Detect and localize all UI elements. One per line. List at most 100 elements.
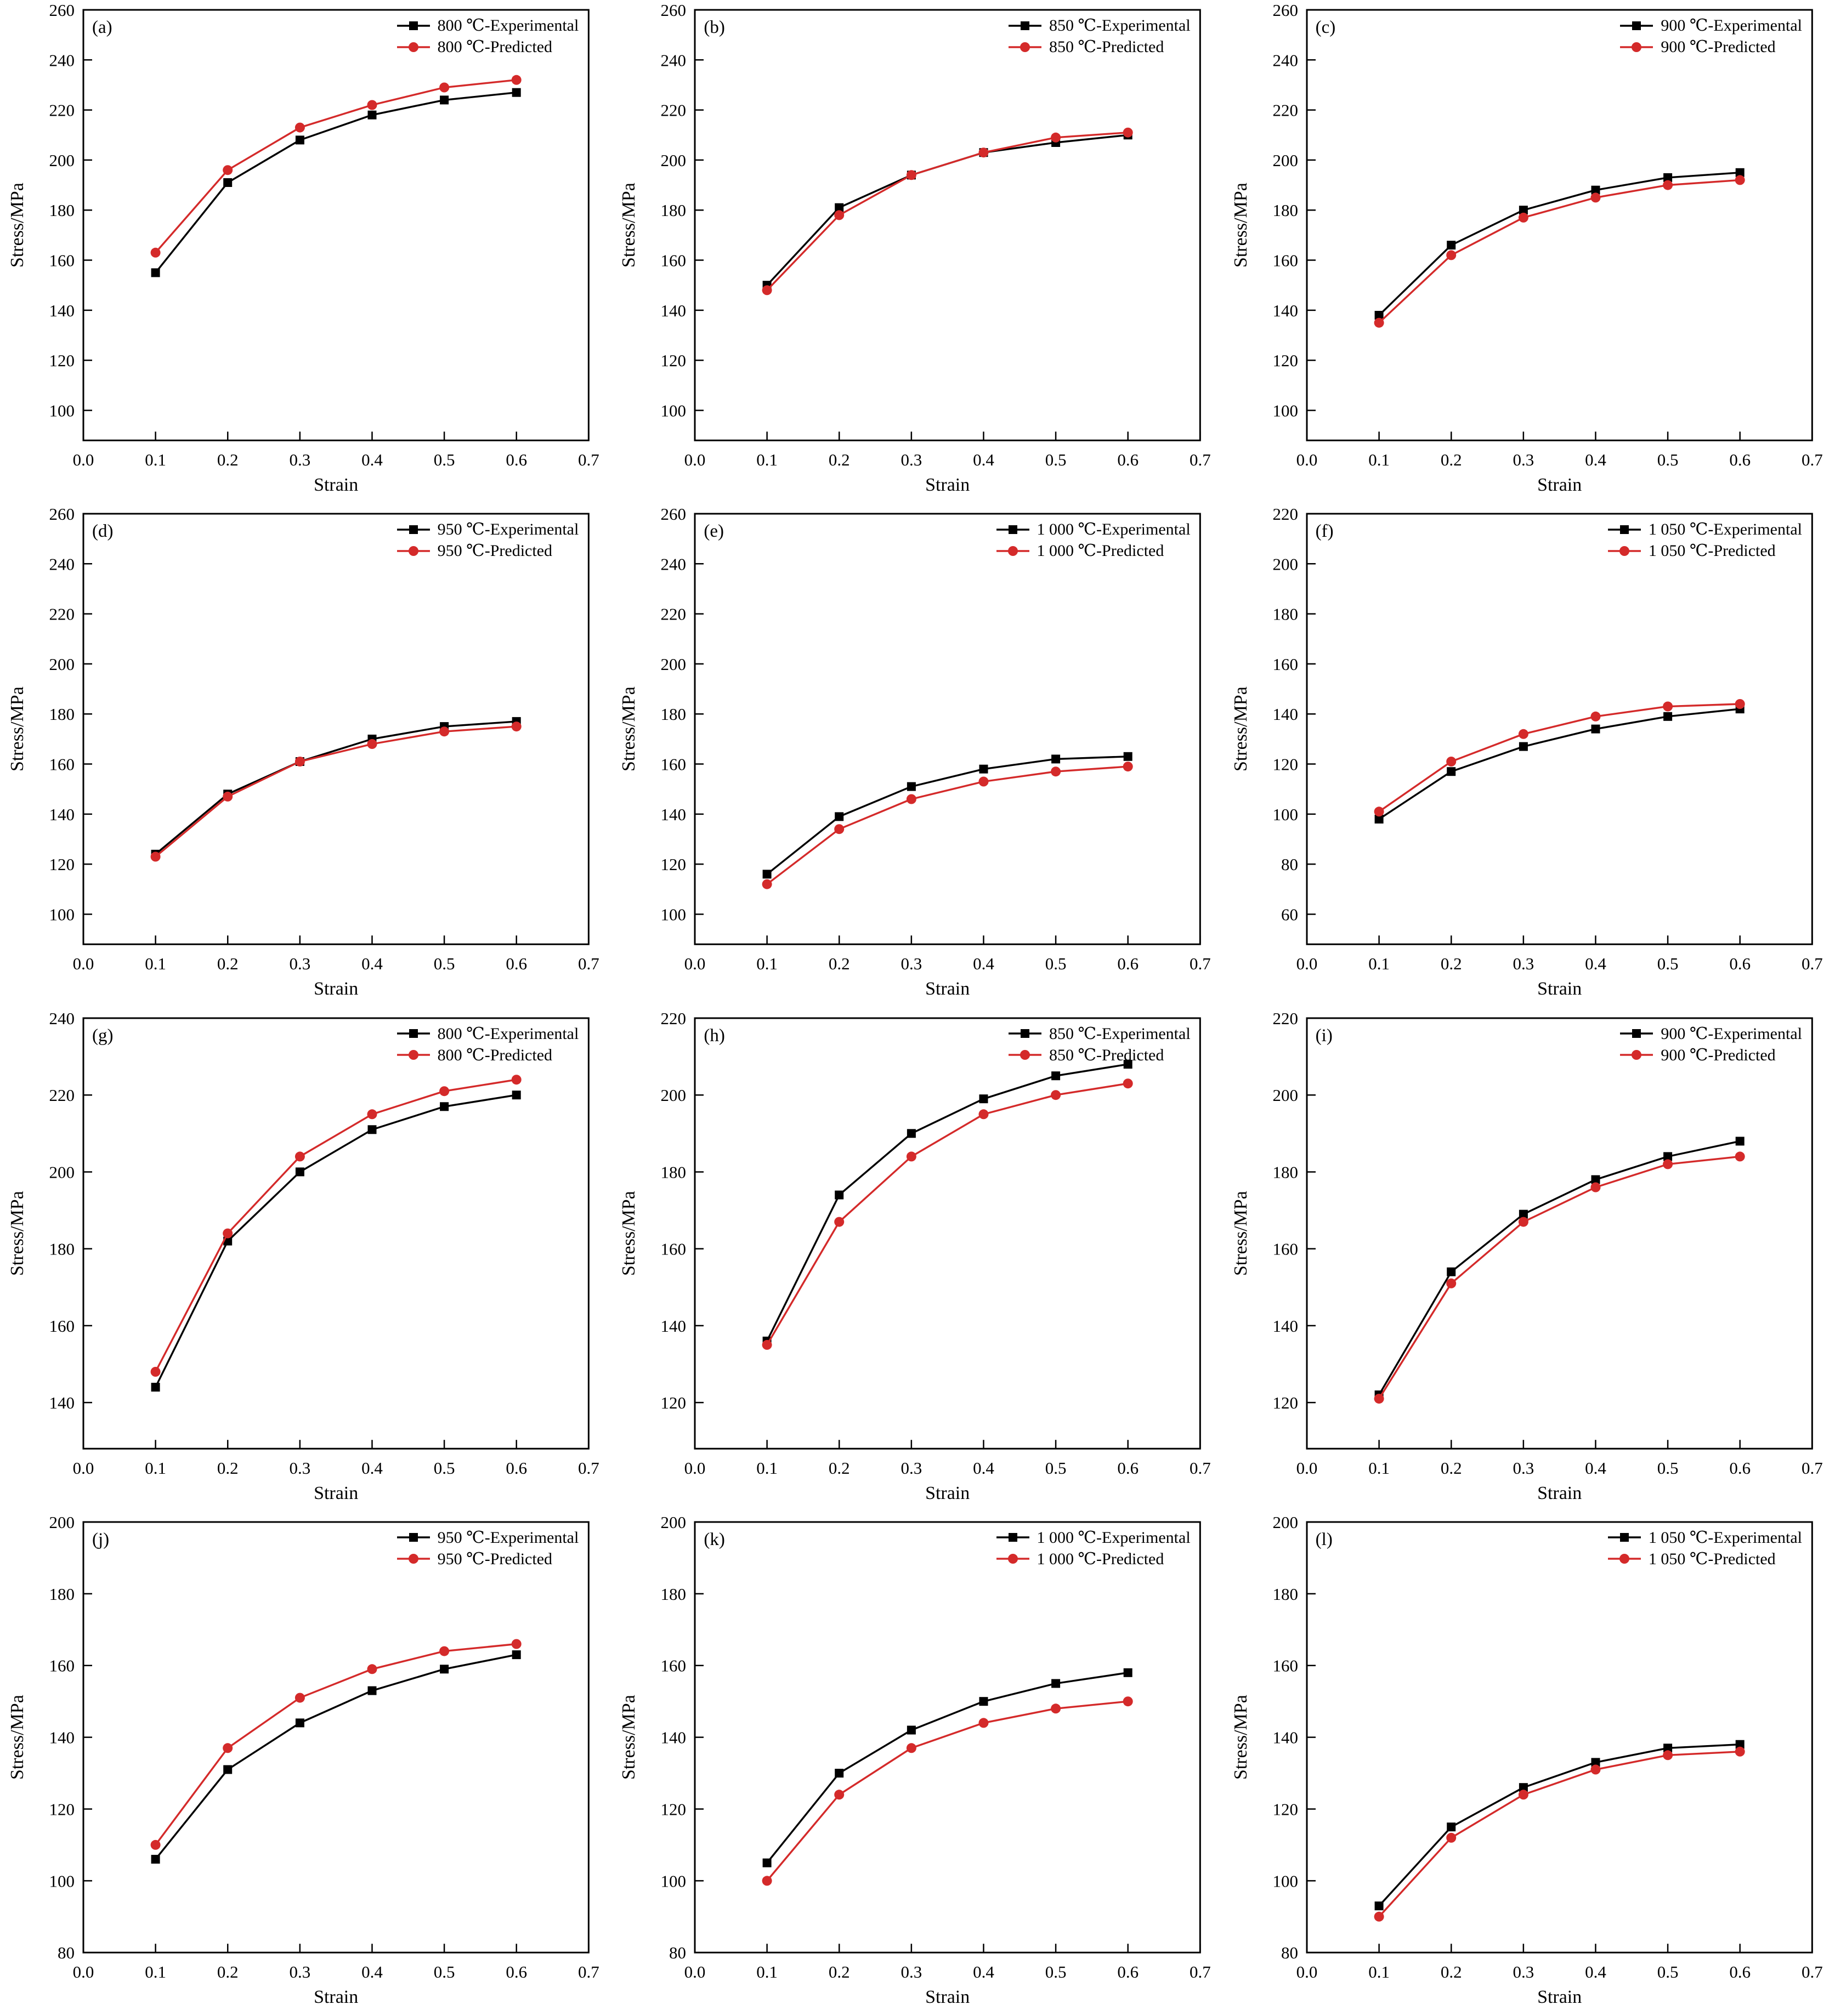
marker-square	[151, 268, 160, 277]
x-tick-label: 0.4	[361, 450, 383, 469]
plot-frame	[82, 1017, 590, 1450]
y-tick-label: 220	[661, 1009, 686, 1028]
x-tick-label: 0.1	[757, 1962, 778, 1981]
x-tick-label: 0.7	[1190, 1962, 1211, 1981]
legend-label: 900 ℃-Experimental	[1661, 1024, 1802, 1043]
x-axis-label: Strain	[925, 1987, 970, 2007]
marker-square	[1663, 712, 1672, 722]
legend-item: 950 ℃-Predicted	[396, 542, 552, 560]
legend-label: 900 ℃-Predicted	[1661, 38, 1776, 56]
marker-circle	[294, 757, 305, 767]
x-tick-label: 0.4	[361, 1458, 383, 1478]
legend-item: 850 ℃-Predicted	[1007, 1046, 1164, 1064]
y-tick-label: 180	[661, 1162, 686, 1182]
legend-label: 850 ℃-Experimental	[1049, 16, 1191, 35]
plot-frame	[82, 513, 590, 945]
x-tick-label: 0.4	[1585, 1458, 1606, 1478]
x-tick-label: 0.4	[1585, 450, 1606, 469]
legend-label: 1 050 ℃-Experimental	[1648, 1528, 1802, 1547]
marker-square	[367, 110, 377, 120]
x-tick-label: 0.7	[1802, 1962, 1823, 1981]
y-axis-label: Stress/MPa	[7, 1695, 27, 1780]
marker-circle	[1446, 1278, 1456, 1288]
y-tick-label: 160	[49, 1316, 75, 1335]
x-tick-label: 0.2	[1441, 954, 1462, 973]
x-tick-label: 0.7	[1802, 450, 1823, 469]
marker-circle	[978, 776, 989, 787]
legend: 950 ℃-Experimental 950 ℃-Predicted	[396, 1529, 579, 1568]
legend-item: 1 050 ℃-Experimental	[1607, 1529, 1802, 1547]
y-tick-label: 200	[661, 1513, 686, 1532]
x-tick-label: 0.0	[684, 450, 706, 469]
x-tick-label: 0.0	[73, 1458, 94, 1478]
y-tick-label: 100	[49, 905, 75, 924]
plot-frame	[1306, 9, 1813, 441]
y-axis-label: Stress/MPa	[1231, 686, 1251, 771]
marker-circle	[834, 1217, 845, 1227]
marker-square	[512, 1650, 521, 1659]
panel-label-h: (h)	[704, 1025, 725, 1046]
marker-circle	[762, 1339, 772, 1350]
series-line-circle	[1378, 1155, 1740, 1399]
legend-sample-circle-icon	[397, 1554, 430, 1564]
marker-circle	[367, 1109, 377, 1119]
x-tick-label: 0.6	[506, 450, 527, 469]
marker-circle	[1123, 762, 1134, 772]
x-tick-label: 0.0	[1296, 954, 1317, 973]
legend-sample-circle-icon	[1620, 1050, 1653, 1060]
y-tick-label: 120	[1272, 351, 1298, 370]
legend-item: 1 050 ℃-Predicted	[1607, 1550, 1776, 1568]
legend-item: 950 ℃-Predicted	[396, 1550, 552, 1568]
legend-sample-square-icon	[397, 1533, 430, 1542]
x-tick-label: 0.7	[1190, 1458, 1211, 1478]
y-tick-label: 120	[661, 1799, 686, 1819]
y-tick-label: 240	[1272, 50, 1298, 70]
marker-square	[1519, 1209, 1528, 1219]
panel-label-e: (e)	[704, 521, 724, 542]
x-tick-label: 0.2	[1441, 1458, 1462, 1478]
plot-frame	[1306, 513, 1813, 945]
y-tick-label: 80	[1281, 1943, 1298, 1962]
legend-sample-square-icon	[397, 525, 430, 534]
y-tick-label: 180	[49, 705, 75, 724]
y-tick-label: 200	[661, 151, 686, 170]
legend-item: 850 ℃-Predicted	[1007, 38, 1164, 56]
chart-canvas-b: 0.0 0.1 0.2 0.3 0.4 0.5 0.6 0.7 100 120 140 160 180 2…	[619, 1, 1211, 495]
panel-label-l: (l)	[1315, 1529, 1333, 1549]
legend-sample-square-icon	[1607, 525, 1641, 534]
x-tick-label: 0.2	[217, 1458, 239, 1478]
marker-circle	[1590, 712, 1601, 722]
series-line-circle	[1378, 703, 1740, 813]
chart-canvas-i: 0.0 0.1 0.2 0.3 0.4 0.5 0.6 0.7 120 140 160 180 200 2…	[1231, 1009, 1823, 1503]
marker-circle	[439, 726, 450, 737]
marker-circle	[511, 1074, 522, 1084]
x-tick-label: 0.0	[73, 1962, 94, 1981]
y-tick-label: 180	[49, 1585, 75, 1604]
y-tick-label: 180	[1272, 1585, 1298, 1604]
marker-circle	[907, 170, 917, 180]
x-tick-label: 0.3	[289, 450, 310, 469]
y-tick-label: 80	[58, 1943, 75, 1962]
series-line-square	[766, 1671, 1129, 1864]
marker-circle	[1051, 132, 1061, 143]
marker-circle	[762, 879, 772, 889]
plot-frame	[82, 9, 590, 441]
x-tick-label: 0.6	[1118, 1458, 1139, 1478]
chart-canvas-l: 0.0 0.1 0.2 0.3 0.4 0.5 0.6 0.7 80 100 120 140 160 18…	[1231, 1513, 1823, 2007]
marker-circle	[1662, 1750, 1673, 1761]
x-axis-label: Strain	[925, 979, 970, 999]
x-tick-label: 0.0	[684, 1962, 706, 1981]
x-tick-label: 0.5	[1045, 1962, 1067, 1981]
marker-square	[907, 782, 916, 791]
x-tick-label: 0.5	[1657, 450, 1678, 469]
legend-label: 950 ℃-Experimental	[437, 1528, 579, 1547]
legend-label: 1 050 ℃-Experimental	[1648, 520, 1802, 539]
y-tick-label: 220	[661, 605, 686, 624]
y-tick-label: 180	[49, 1239, 75, 1258]
marker-square	[762, 870, 772, 879]
panel-label-i: (i)	[1315, 1025, 1333, 1046]
marker-square	[1735, 168, 1745, 177]
panel-label-c: (c)	[1315, 18, 1336, 37]
marker-circle	[834, 210, 845, 220]
y-tick-label: 120	[49, 855, 75, 874]
